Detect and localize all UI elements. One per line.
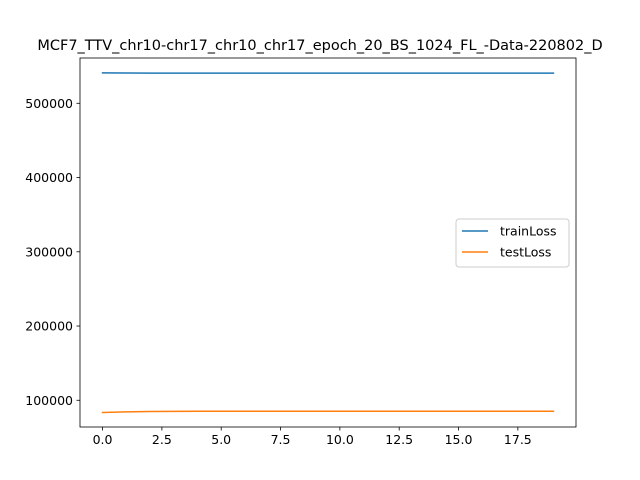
legend-label-testLoss: testLoss: [500, 245, 551, 260]
chart-title: MCF7_TTV_chr10-chr17_chr10_chr17_epoch_2…: [37, 38, 602, 54]
y-tick-label: 400000: [25, 170, 73, 185]
x-tick-label: 12.5: [385, 432, 413, 447]
x-tick-label: 10.0: [326, 432, 354, 447]
legend-label-trainLoss: trainLoss: [500, 224, 557, 239]
legend: trainLoss testLoss: [455, 218, 570, 268]
x-tick-label: 7.5: [271, 432, 291, 447]
axes-frame: [79, 57, 577, 428]
series-line-testLoss: [101, 410, 555, 414]
x-tick-label: 15.0: [445, 432, 473, 447]
y-tick-label: 100000: [25, 393, 73, 408]
plot-area: 0.0 2.5 5.0 7.5 10.0 12.5 15.0 17.5 100000 200000…: [25, 57, 577, 447]
x-tick-label: 2.5: [152, 432, 172, 447]
y-tick-label: 500000: [25, 96, 73, 111]
y-tick-label: 200000: [25, 319, 73, 334]
x-tick-label: 17.5: [504, 432, 532, 447]
x-tick-label: 5.0: [211, 432, 231, 447]
x-tick-label: 0.0: [93, 432, 113, 447]
y-tick-label: 300000: [25, 244, 73, 259]
